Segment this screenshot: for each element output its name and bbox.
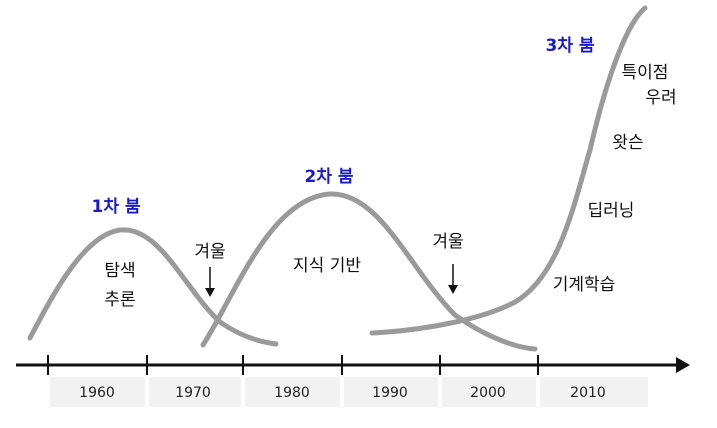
deep-learning-label: 딥러닝 — [588, 201, 635, 221]
timeline-arrowhead — [676, 357, 690, 373]
third-boom-curve — [369, 5, 648, 336]
third-boom-label: 3차 붐 — [545, 36, 594, 56]
watson-label: 왓슨 — [612, 133, 643, 153]
year-label-1960: 1960 — [79, 385, 115, 401]
singularity-label-line1: 특이점 — [622, 63, 669, 83]
machine-learning-label: 기계학습 — [553, 275, 616, 295]
first-winter-label: 겨울 — [194, 242, 225, 262]
first-boom-label: 1차 붐 — [91, 197, 140, 217]
year-label-1970: 1970 — [175, 385, 211, 401]
year-boxes — [50, 377, 648, 407]
second-boom-label: 2차 붐 — [304, 167, 353, 187]
era-search-line2: 추론 — [104, 290, 135, 310]
second-boom-curve — [200, 191, 538, 352]
first-boom-curve — [27, 227, 279, 347]
era-search-line1: 탐색 — [104, 261, 135, 281]
year-label-1990: 1990 — [372, 385, 408, 401]
second-winter-label: 겨울 — [432, 232, 463, 252]
year-label-2010: 2010 — [570, 385, 606, 401]
second-winter-arrow — [448, 264, 458, 294]
singularity-label-line2: 우려 — [645, 88, 676, 108]
timeline-ticks — [47, 355, 539, 375]
era-knowledge-label: 지식 기반 — [293, 256, 361, 276]
year-label-1980: 1980 — [274, 385, 310, 401]
first-winter-arrow — [205, 267, 215, 297]
year-label-2000: 2000 — [470, 385, 506, 401]
